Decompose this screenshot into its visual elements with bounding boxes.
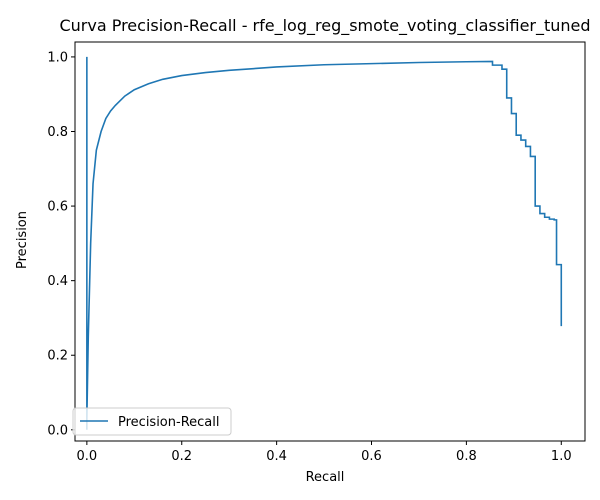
- x-tick-label: 0.6: [361, 449, 382, 464]
- y-tick-label: 0.8: [47, 125, 68, 140]
- plot-area: [74, 41, 586, 442]
- legend-box: [72, 407, 232, 436]
- series-line-precision-recall: [86, 56, 563, 430]
- legend: Precision-Recall: [72, 407, 232, 436]
- chart-title: Curva Precision-Recall - rfe_log_reg_smo…: [59, 16, 590, 36]
- axes-frame: [74, 41, 586, 442]
- y-tick-label: 0.4: [47, 274, 68, 289]
- y-axis-label: Precision: [15, 211, 30, 269]
- x-axis-ticks: 0.0 0.2 0.4 0.6 0.8 1.0: [77, 441, 572, 464]
- x-tick-label: 0.8: [456, 449, 477, 464]
- y-tick-label: 1.0: [47, 50, 68, 65]
- y-tick-label: 0.0: [47, 423, 68, 438]
- legend-label: Precision-Recall: [118, 415, 219, 430]
- y-axis-ticks: 0.0 0.2 0.4 0.6 0.8 1.0: [47, 50, 75, 438]
- x-tick-label: 0.0: [77, 449, 98, 464]
- x-tick-label: 1.0: [551, 449, 572, 464]
- y-tick-label: 0.6: [47, 200, 68, 215]
- y-tick-label: 0.2: [47, 349, 68, 364]
- x-tick-label: 0.4: [266, 449, 287, 464]
- x-tick-label: 0.2: [171, 449, 192, 464]
- x-axis-label: Recall: [306, 470, 345, 485]
